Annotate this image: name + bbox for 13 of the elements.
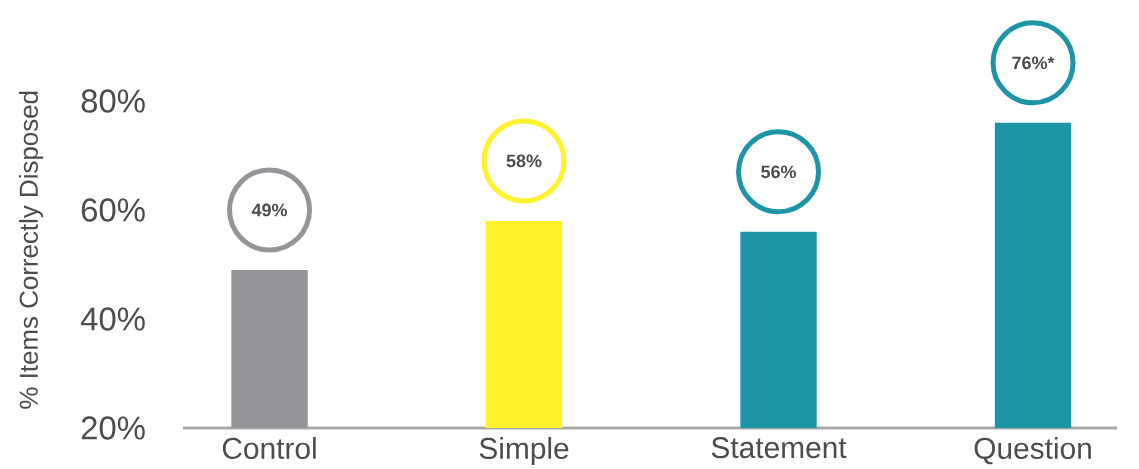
x-tick-label: Statement <box>711 437 847 459</box>
x-tick-label: Question <box>974 437 1091 465</box>
y-tick-label: 80% <box>81 89 145 113</box>
data-label: 49% <box>251 203 287 217</box>
data-label: 56% <box>761 165 796 179</box>
data-label: 76%* <box>1012 56 1055 70</box>
y-tick-label: 60% <box>81 198 145 222</box>
y-axis-title: % Items Correctly Disposed <box>18 91 44 409</box>
y-tick-label: 20% <box>81 416 145 440</box>
data-label: 58% <box>506 154 542 168</box>
y-tick-label: 40% <box>80 307 145 331</box>
x-tick-label: Control <box>222 437 316 459</box>
x-tick-label: Simple <box>479 437 569 465</box>
